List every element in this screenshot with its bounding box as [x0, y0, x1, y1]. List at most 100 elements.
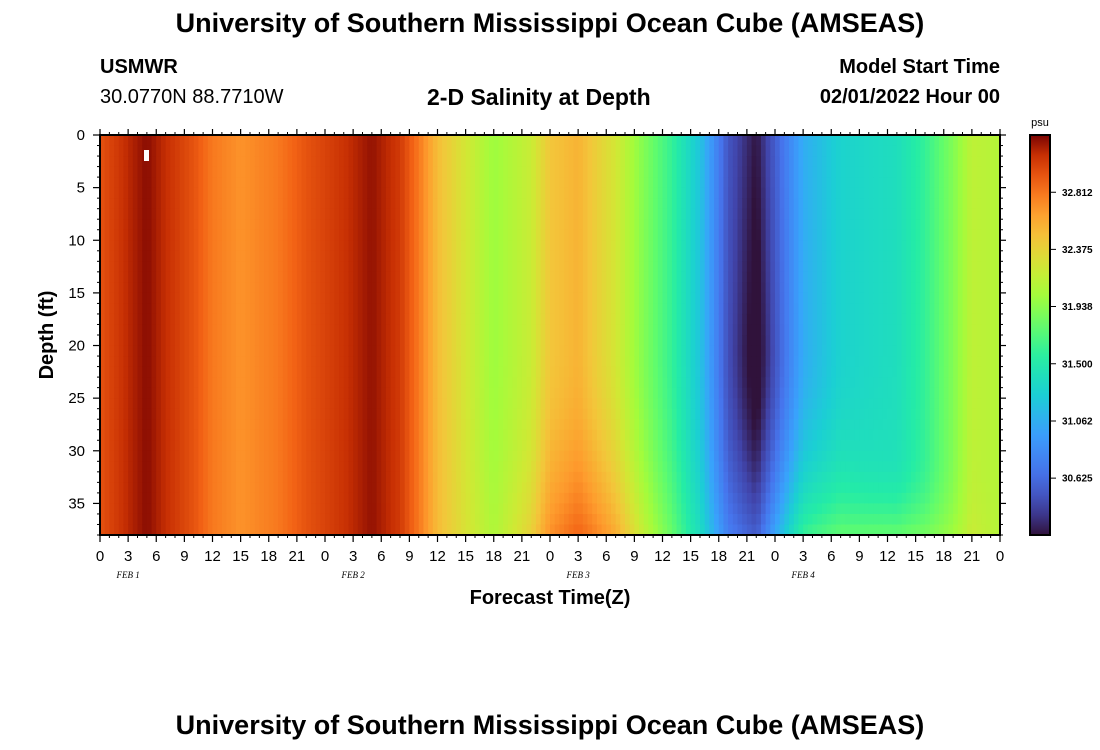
heatmap-cell — [301, 461, 307, 473]
heatmap-cell — [610, 135, 617, 147]
heatmap-cell — [353, 524, 359, 536]
heatmap-cell — [301, 482, 307, 494]
heatmap-cell — [460, 324, 467, 336]
heatmap-cell — [535, 408, 542, 420]
heatmap-cell — [264, 419, 270, 431]
heatmap-cell — [498, 250, 504, 262]
heatmap-cell — [132, 261, 139, 273]
heatmap-cell — [437, 440, 443, 452]
heatmap-cell — [470, 177, 476, 189]
heatmap-cell — [535, 219, 542, 231]
heatmap-cell — [128, 261, 134, 273]
heatmap-cell — [432, 292, 439, 305]
heatmap-cell — [348, 398, 354, 410]
heatmap-cell — [540, 198, 546, 210]
heatmap-cell — [114, 513, 120, 526]
heatmap-cell — [165, 292, 171, 305]
heatmap-cell — [235, 282, 242, 294]
heatmap-cell — [671, 503, 678, 515]
heatmap-cell — [671, 492, 678, 505]
heatmap-cell — [639, 366, 645, 378]
heatmap-cell — [310, 492, 317, 505]
heatmap-cell — [690, 471, 696, 483]
heatmap-cell — [437, 313, 443, 326]
heatmap-cell — [592, 229, 598, 241]
heatmap-cell — [470, 513, 476, 526]
heatmap-cell — [517, 503, 523, 515]
heatmap-cell — [695, 377, 701, 389]
heatmap-cell — [550, 419, 556, 431]
heatmap-cell — [418, 524, 425, 536]
heatmap-cell — [507, 282, 514, 294]
heatmap-cell — [493, 408, 500, 420]
heatmap-cell — [709, 503, 715, 515]
heatmap-cell — [423, 313, 429, 326]
heatmap-cell — [268, 135, 275, 147]
heatmap-cell — [367, 482, 373, 494]
heatmap-cell — [404, 461, 410, 473]
heatmap-cell — [325, 198, 331, 210]
heatmap-cell — [114, 398, 120, 410]
heatmap-cell — [198, 240, 204, 252]
heatmap-cell — [414, 356, 420, 368]
heatmap-cell — [442, 398, 448, 410]
heatmap-cell — [137, 450, 143, 462]
heatmap-cell — [376, 450, 382, 462]
heatmap-cell — [310, 377, 317, 389]
heatmap-cell — [137, 313, 143, 326]
heatmap-cell — [296, 482, 303, 494]
heatmap-cell — [259, 450, 265, 462]
heatmap-cell — [620, 366, 626, 378]
heatmap-cell — [564, 345, 570, 357]
heatmap-cell — [273, 345, 279, 357]
heatmap-cell — [564, 303, 570, 315]
heatmap-cell — [629, 335, 635, 347]
heatmap-cell — [278, 356, 284, 368]
heatmap-cell — [695, 356, 701, 368]
heatmap-cell — [165, 356, 171, 368]
heatmap-cell — [240, 156, 246, 168]
heatmap-cell — [259, 356, 265, 368]
heatmap-cell — [465, 482, 471, 494]
heatmap-cell — [587, 345, 593, 357]
heatmap-cell — [700, 240, 706, 252]
heatmap-cell — [146, 356, 153, 368]
heatmap-cell — [156, 524, 162, 536]
heatmap-cell — [231, 198, 237, 210]
heatmap-cell — [381, 177, 387, 189]
heatmap-cell — [550, 440, 556, 452]
heatmap-cell — [221, 229, 228, 241]
heatmap-cell — [278, 461, 284, 473]
heatmap-cell — [264, 398, 270, 410]
heatmap-cell — [709, 419, 715, 431]
heatmap-cell — [306, 145, 312, 157]
heatmap-cell — [231, 429, 237, 441]
heatmap-cell — [568, 398, 575, 410]
heatmap-cell — [700, 177, 706, 189]
heatmap-cell — [564, 261, 570, 273]
heatmap-cell — [512, 156, 518, 168]
heatmap-cell — [184, 503, 190, 515]
heatmap-cell — [104, 156, 110, 168]
heatmap-cell — [475, 335, 481, 347]
heatmap-cell — [643, 303, 650, 315]
heatmap-cell — [676, 440, 682, 452]
heatmap-cell — [165, 187, 171, 199]
heatmap-cell — [685, 387, 692, 399]
heatmap-cell — [526, 282, 532, 294]
heatmap-cell — [503, 229, 509, 241]
heatmap-cell — [545, 524, 551, 536]
heatmap-cell — [170, 219, 176, 231]
heatmap-cell — [109, 461, 115, 473]
heatmap-cell — [423, 303, 429, 315]
heatmap-cell — [175, 471, 181, 483]
heatmap-cell — [681, 208, 687, 220]
heatmap-cell — [606, 240, 612, 252]
heatmap-cell — [531, 303, 537, 315]
heatmap-cell — [610, 440, 617, 452]
heatmap-cell — [207, 240, 214, 252]
heatmap-cell — [610, 482, 617, 494]
heatmap-cell — [100, 229, 106, 241]
heatmap-cell — [451, 219, 457, 231]
heatmap-cell — [625, 461, 631, 473]
